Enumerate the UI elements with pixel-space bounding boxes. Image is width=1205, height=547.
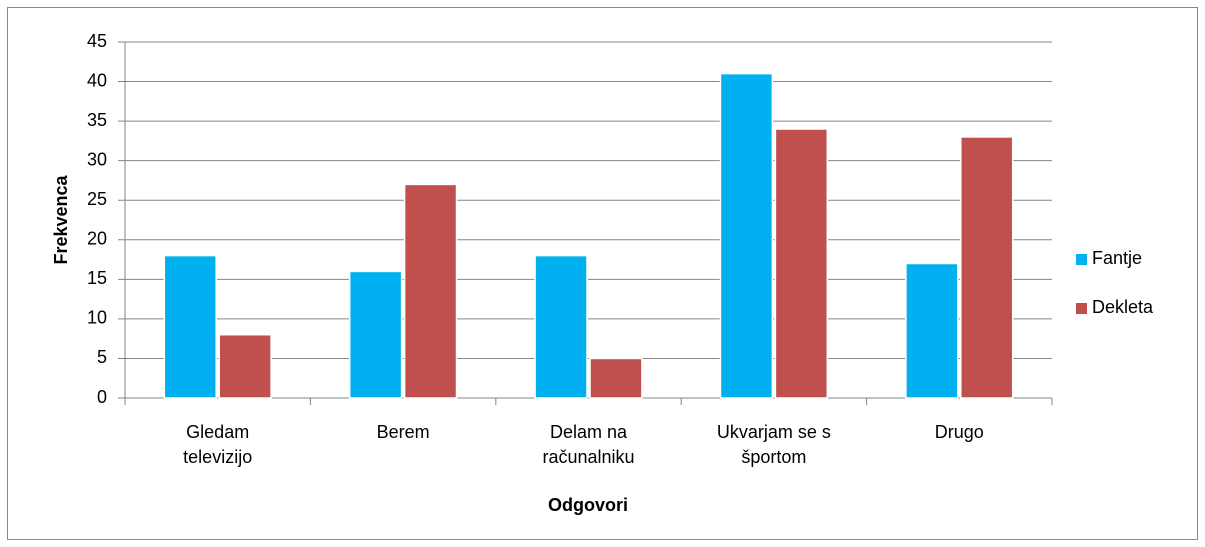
y-axis-title: Frekvenca bbox=[51, 174, 71, 264]
bar bbox=[348, 270, 403, 399]
y-tick-label: 15 bbox=[87, 268, 107, 288]
y-tick-label: 5 bbox=[97, 347, 107, 367]
y-tick-label: 40 bbox=[87, 70, 107, 90]
bar bbox=[774, 128, 829, 399]
y-tick-label: 45 bbox=[87, 31, 107, 51]
y-tick-label: 0 bbox=[97, 387, 107, 407]
bar bbox=[905, 262, 959, 399]
x-tick-label: Drugo bbox=[934, 422, 984, 442]
bar bbox=[403, 183, 458, 399]
x-tick-label: Ukvarjam se s športom bbox=[716, 422, 831, 467]
bar bbox=[534, 254, 588, 399]
bar bbox=[960, 136, 1014, 399]
legend-label: Dekleta bbox=[1092, 297, 1154, 317]
bar bbox=[719, 72, 774, 399]
bar bbox=[163, 254, 217, 399]
legend-swatch bbox=[1076, 254, 1087, 265]
y-tick-label: 10 bbox=[87, 308, 107, 328]
y-tick-label: 20 bbox=[87, 229, 107, 249]
legend-label: Fantje bbox=[1092, 248, 1142, 268]
x-tick-label: Berem bbox=[376, 422, 430, 442]
y-tick-label: 30 bbox=[87, 149, 107, 169]
legend-swatch bbox=[1076, 303, 1087, 314]
y-tick-label: 25 bbox=[87, 189, 107, 209]
bar bbox=[218, 333, 272, 399]
x-axis-title: Odgovori bbox=[548, 495, 628, 515]
x-tick-label: Gledam televizijo bbox=[183, 422, 253, 467]
x-tick-label: Delam na računalniku bbox=[542, 422, 635, 467]
bar bbox=[589, 357, 643, 399]
y-tick-label: 35 bbox=[87, 110, 107, 130]
